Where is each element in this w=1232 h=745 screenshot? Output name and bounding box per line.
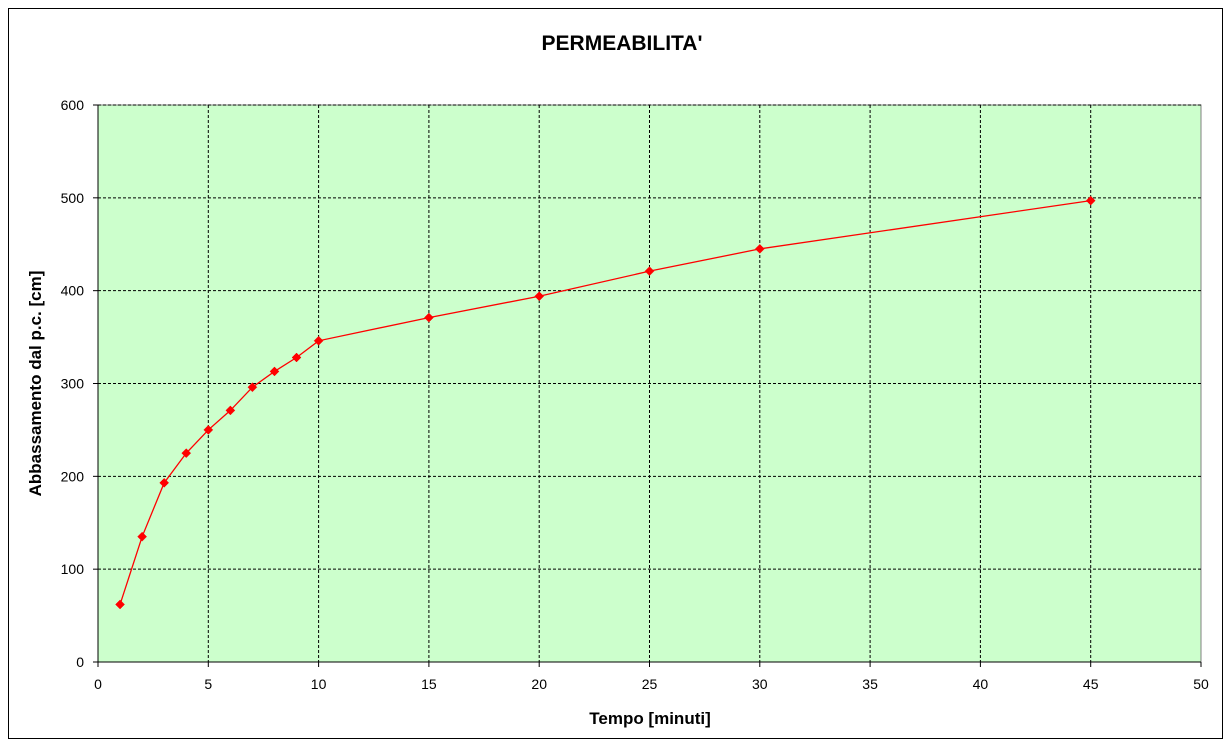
x-tick-label: 5	[204, 676, 212, 692]
data-point	[159, 477, 170, 488]
x-tick-label: 30	[752, 676, 768, 692]
y-tick-label: 600	[61, 97, 85, 113]
gridlines	[98, 104, 1201, 662]
data-point	[424, 312, 434, 323]
x-tick-label: 0	[94, 676, 102, 692]
x-tick-label: 50	[1193, 676, 1209, 692]
x-tick-label: 15	[421, 676, 437, 692]
data-point	[247, 382, 258, 393]
y-tick-label: 500	[61, 190, 85, 206]
y-tick-label: 400	[61, 283, 85, 299]
data-point	[291, 352, 302, 363]
y-tick-label: 100	[61, 561, 85, 577]
data-point	[181, 448, 192, 458]
x-tick-label: 35	[862, 676, 878, 692]
data-point	[644, 266, 655, 277]
data-point	[137, 531, 147, 542]
x-axis-title: Tempo [minuti]	[589, 709, 711, 728]
data-point	[225, 405, 236, 416]
x-tick-label: 20	[531, 676, 547, 692]
x-tick-label: 25	[642, 676, 658, 692]
x-tick-label: 10	[311, 676, 327, 692]
y-axis-title: Abbassamento dal p.c. [cm]	[26, 271, 45, 497]
data-point	[203, 425, 214, 435]
data-point	[534, 291, 545, 302]
y-tick-label: 200	[61, 468, 85, 484]
data-point	[754, 244, 765, 254]
x-tick-label: 40	[973, 676, 989, 692]
x-tick-label: 45	[1083, 676, 1099, 692]
data-point	[313, 335, 324, 346]
series-layer	[115, 195, 1096, 610]
data-point	[1085, 195, 1096, 206]
y-tick-label: 300	[61, 376, 85, 392]
data-point	[115, 599, 125, 610]
data-point	[269, 366, 280, 377]
axes	[93, 104, 1202, 667]
y-tick-label: 0	[76, 654, 84, 670]
chart-title: PERMEABILITA'	[542, 32, 703, 55]
